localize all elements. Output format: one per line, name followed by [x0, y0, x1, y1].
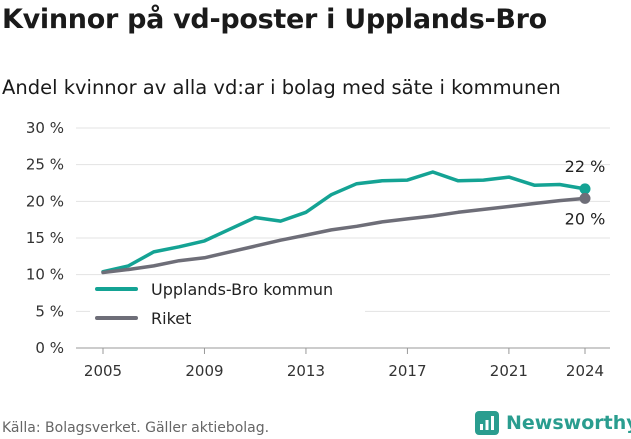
source-note: Källa: Bolagsverket. Gäller aktiebolag.: [2, 420, 270, 436]
y-tick-label: 15 %: [26, 229, 64, 247]
y-tick-label: 0 %: [35, 339, 64, 357]
y-tick-label: 10 %: [26, 266, 64, 284]
series-end-point: [579, 192, 591, 204]
series-end-point: [579, 183, 591, 195]
x-tick-label: 2005: [84, 362, 122, 380]
y-axis: 0 % 5 % 10 % 15 % 20 % 25 % 30 %: [26, 119, 64, 357]
x-tick-label: 2024: [566, 362, 604, 380]
y-tick-label: 25 %: [26, 156, 64, 174]
series-line: [101, 196, 587, 275]
legend: Upplands-Bro kommun Riket: [90, 277, 365, 333]
end-labels: 22 % 20 %: [565, 157, 606, 229]
end-value-label: 22 %: [565, 157, 606, 176]
legend-label: Riket: [151, 309, 191, 328]
legend-label: Upplands-Bro kommun: [151, 280, 333, 299]
chart-subtitle: Andel kvinnor av alla vd:ar i bolag med …: [2, 76, 561, 99]
series-group: [101, 170, 591, 275]
brand-name: Newsworthy: [506, 412, 631, 434]
x-tick-label: 2021: [490, 362, 528, 380]
y-tick-label: 5 %: [35, 302, 64, 320]
chart-title: Kvinnor på vd-poster i Upplands-Bro: [2, 4, 547, 35]
series-line: [101, 170, 587, 274]
x-tick-label: 2009: [185, 362, 223, 380]
newsworthy-logo-icon: [475, 411, 499, 435]
x-tick-label: 2013: [287, 362, 325, 380]
brand-logo: Newsworthy: [475, 408, 631, 438]
y-tick-label: 30 %: [26, 119, 64, 137]
x-axis: 2005 2009 2013 2017 2021 2024: [84, 348, 604, 380]
end-value-label: 20 %: [565, 209, 606, 228]
y-tick-label: 20 %: [26, 192, 64, 210]
legend-background: [90, 277, 365, 333]
x-tick-label: 2017: [388, 362, 426, 380]
